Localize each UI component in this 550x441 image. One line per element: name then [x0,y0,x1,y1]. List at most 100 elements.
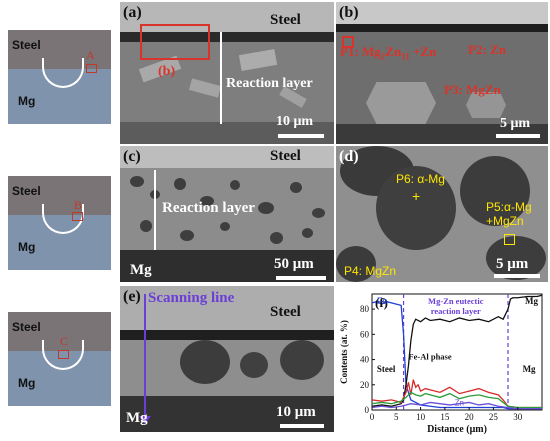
scale-label: 50 μm [274,256,314,272]
grain [460,156,530,226]
y-tick-label: 80 [360,304,370,314]
scan-arrowhead [139,416,151,424]
x-tick-label: 30 [513,412,523,422]
p4-label: P4: MgZn [344,264,397,278]
mg-label-top: Mg [525,296,538,306]
grain [180,340,230,384]
scale-bar [280,424,324,428]
x-tick-label: 20 [465,412,475,422]
steel-region [120,2,334,32]
grain [290,182,302,193]
grain [200,196,214,206]
grain [302,228,313,238]
scale-bar [278,134,324,138]
panel-b-micrograph: (b) P1: Mg2Zn11 +Zn P2: Zn P3: MgZn 5 μm [336,2,548,144]
p5-marker [504,234,515,245]
p5-label-line2: +MgZn [486,214,524,228]
p1-marker [342,36,354,48]
fe-label: Fe [377,296,388,306]
x-tick-label: 5 [394,412,399,422]
point-label: A [86,48,95,62]
panel-e-micrograph: (e) Scanning line Steel Mg 10 μm [120,286,334,432]
zn-label: Zn [455,398,464,407]
grain [220,222,230,231]
steel-region [120,146,334,168]
y-tick-label: 60 [360,329,370,339]
scan-label: Scanning line [148,290,235,306]
scale-label: 10 μm [276,114,314,129]
interface-band [120,330,334,340]
panel-f-chart: 0 5 10 15 20 25 30 0 20 40 60 80 Distance (μm) Conten… [336,286,548,436]
x-axis-label: Distance (μm) [427,424,487,435]
layer-arrow [220,32,222,124]
panel-d-micrograph: (d) P6: α-Mg + P5:α-Mg +MgZn P4: MgZn 5 … [336,146,548,282]
scale-bar [276,276,326,280]
point-label: C [60,334,69,348]
scale-label: 5 μm [496,256,529,272]
grain [240,352,268,378]
point-marker [58,350,69,359]
plot-frame [371,293,543,411]
steel-region [120,286,334,330]
grain [140,220,152,232]
mg-region [336,124,548,144]
panel-label: (a) [123,4,142,21]
x-tick-label: 0 [370,412,375,422]
mg-region [120,122,334,144]
grain [270,232,283,244]
weld-arc [42,58,84,88]
y-tick-label: 20 [360,380,370,390]
schematic-a: Steel Mg A [8,30,111,124]
steel-label: Steel [270,304,301,320]
layer-label: Reaction layer [162,200,255,216]
grain [312,208,325,218]
crystal [366,82,436,124]
panel-a-micrograph: (a) Steel (b) Reaction layer 10 μm [120,2,334,144]
y-tick-label: 40 [360,355,370,365]
reaction-layer-region [120,42,334,122]
scale-label: 5 μm [500,116,531,131]
panel-label: (d) [339,148,359,165]
y-axis-label: Contents (at. %) [339,320,349,384]
scale-bar [494,274,540,278]
eutectic-label-line1: Mg-Zn eutectic [428,296,484,306]
mg-label-right: Mg [523,364,536,374]
inset-box [140,24,210,60]
grain [180,230,194,241]
schematic-c: Steel Mg C [8,312,111,406]
x-tick-label: 10 [416,412,426,422]
mg-label: Mg [130,262,152,278]
grain [174,178,186,190]
feal-label: Fe-Al phase [408,352,451,362]
panel-label: (f) [375,295,388,310]
p6-label: P6: α-Mg [396,172,445,186]
inset-label: (b) [158,64,176,79]
layer-arrow [154,170,156,250]
x-tick-label: 15 [440,412,450,422]
mg-label: Mg [126,410,148,426]
x-tick-label: 25 [489,412,499,422]
series-line [371,401,542,410]
panel-label: (b) [339,4,359,21]
point-label: B [74,198,83,212]
line-profile-chart: 0 5 10 15 20 25 30 0 20 40 60 80 Distance (μm) Conten… [339,293,543,435]
interface-band [336,24,548,32]
schematic-b: Steel Mg B [8,176,111,270]
crystal [466,92,506,118]
p5-label-line1: P5:α-Mg [486,200,532,214]
p6-marker: + [412,188,421,204]
series-line [371,379,542,409]
steel-label: Steel [270,148,301,164]
grain [376,166,456,250]
schematic-mg-label: Mg [18,240,36,254]
grain [130,176,144,187]
panel-c-micrograph: (c) Steel Reaction layer Mg 50 μm [120,146,334,282]
interface-band [120,32,334,42]
series-line [371,294,543,407]
schematic-mg-label: Mg [18,376,36,390]
series-line [371,391,542,409]
series-line [371,300,542,410]
p2-label: P2: Zn [468,42,506,57]
weld-arc [42,340,84,370]
grain [336,246,376,282]
